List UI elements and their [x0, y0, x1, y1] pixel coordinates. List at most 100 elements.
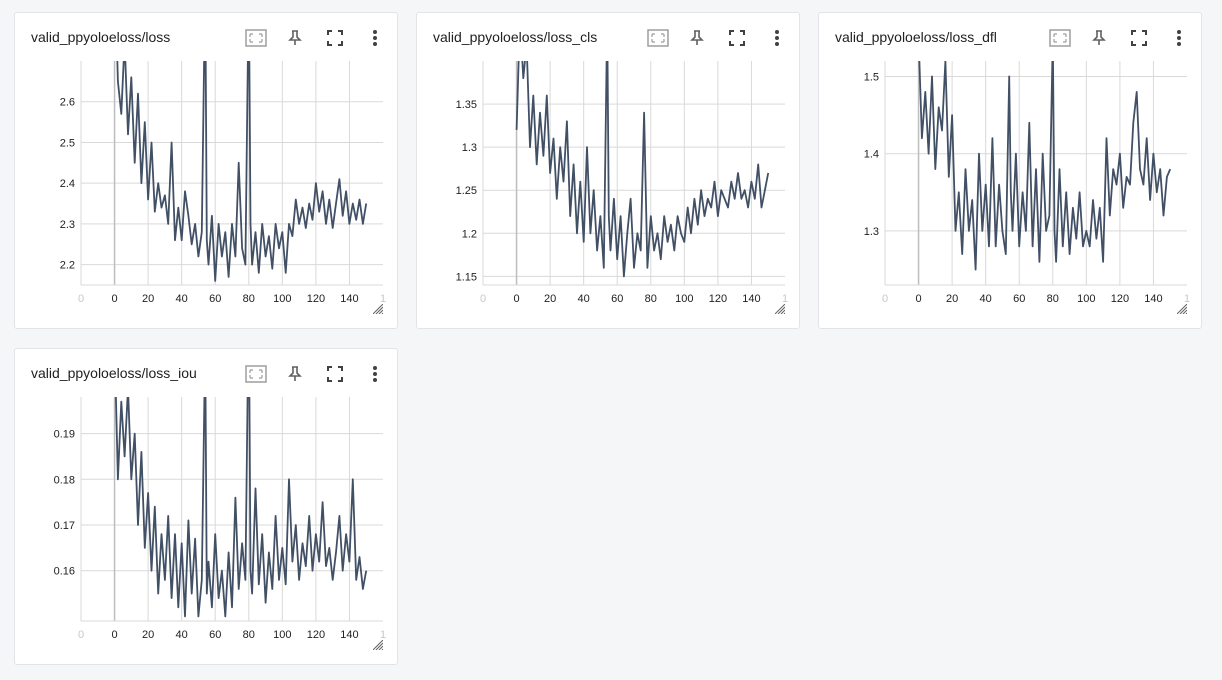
fit-domain-button[interactable] [244, 362, 268, 386]
y-tick-label: 2.6 [60, 97, 75, 109]
y-tick-label: 0.16 [54, 566, 75, 578]
x-tick-label: 20 [142, 293, 154, 305]
y-tick-label: 2.2 [60, 260, 75, 272]
pin-button[interactable] [283, 362, 307, 386]
x-tick-label: 140 [340, 629, 358, 641]
more-vert-icon [373, 366, 377, 382]
series-line [116, 61, 368, 282]
x-tick-label: 0 [78, 629, 84, 641]
x-tick-label: 120 [307, 629, 325, 641]
fit-domain-button[interactable] [1048, 26, 1072, 50]
more-options-button[interactable] [765, 26, 789, 50]
y-tick-label: 2.4 [60, 178, 75, 190]
resize-handle-icon[interactable] [1177, 304, 1187, 314]
card-title: valid_ppyoloeloss/loss_cls [433, 29, 598, 45]
x-tick-label: 120 [1111, 293, 1129, 305]
fit-domain-button[interactable] [244, 26, 268, 50]
x-tick-label: 0 [480, 293, 486, 305]
y-tick-label: 1.25 [456, 185, 477, 197]
fullscreen-button[interactable] [323, 362, 347, 386]
x-tick-label: 1 [380, 293, 386, 305]
scalar-card: valid_ppyoloeloss/loss_dfl 1.3 1.4 1.5 0 0 20… [818, 12, 1202, 329]
fullscreen-button[interactable] [323, 26, 347, 50]
fit-domain-icon [245, 29, 267, 47]
y-tick-label: 1.15 [456, 271, 477, 283]
x-tick-label: 100 [675, 293, 693, 305]
x-tick-label: 120 [709, 293, 727, 305]
x-tick-label: 60 [209, 293, 221, 305]
scalar-card: valid_ppyoloeloss/loss 2.2 2.3 2.4 2.5 2.6 0 0… [14, 12, 398, 329]
line-chart[interactable]: 1.3 1.4 1.5 0 0 20 40 60 80 100 120 140 1 [819, 13, 1203, 330]
x-tick-label: 20 [946, 293, 958, 305]
fit-domain-button[interactable] [646, 26, 670, 50]
card-title: valid_ppyoloeloss/loss_dfl [835, 29, 997, 45]
series-line [918, 61, 1172, 271]
x-tick-label: 0 [882, 293, 888, 305]
card-title: valid_ppyoloeloss/loss [31, 29, 171, 45]
pin-icon [288, 30, 302, 45]
x-tick-label: 60 [611, 293, 623, 305]
x-tick-label: 60 [1013, 293, 1025, 305]
x-tick-label: 20 [142, 629, 154, 641]
fullscreen-icon [729, 30, 745, 46]
fullscreen-icon [327, 366, 343, 382]
y-tick-label: 1.5 [864, 71, 879, 83]
x-tick-label: 40 [176, 293, 188, 305]
pin-icon [288, 366, 302, 381]
more-vert-icon [775, 30, 779, 46]
resize-handle-icon[interactable] [775, 304, 785, 314]
x-tick-label: 140 [1144, 293, 1162, 305]
x-tick-label: 100 [1077, 293, 1095, 305]
card-title: valid_ppyoloeloss/loss_iou [31, 365, 197, 381]
x-tick-label: 40 [176, 629, 188, 641]
scalar-card: valid_ppyoloeloss/loss_cls 1.15 1.2 1.25 1.… [416, 12, 800, 329]
more-vert-icon [373, 30, 377, 46]
pin-icon [690, 30, 704, 45]
y-tick-label: 1.2 [462, 228, 477, 240]
x-tick-label: 100 [273, 629, 291, 641]
x-tick-label: 80 [1047, 293, 1059, 305]
y-tick-label: 1.3 [864, 226, 879, 238]
pin-icon [1092, 30, 1106, 45]
resize-handle-icon[interactable] [373, 640, 383, 650]
x-tick-label: 40 [980, 293, 992, 305]
x-tick-label: 1 [380, 629, 386, 641]
x-tick-label: 1 [782, 293, 788, 305]
fullscreen-icon [1131, 30, 1147, 46]
x-tick-label: 80 [645, 293, 657, 305]
y-tick-label: 0.18 [54, 474, 75, 486]
fit-domain-icon [1049, 29, 1071, 47]
x-tick-label: 140 [340, 293, 358, 305]
resize-handle-icon[interactable] [373, 304, 383, 314]
x-tick-label: 100 [273, 293, 291, 305]
card-header: valid_ppyoloeloss/loss_dfl [819, 13, 1201, 61]
y-tick-label: 2.3 [60, 219, 75, 231]
line-chart[interactable]: 1.15 1.2 1.25 1.3 1.35 0 0 20 40 60 80 100 120 140 1 [417, 13, 801, 330]
more-options-button[interactable] [1167, 26, 1191, 50]
y-tick-label: 1.4 [864, 149, 879, 161]
fit-domain-icon [647, 29, 669, 47]
pin-button[interactable] [685, 26, 709, 50]
card-header: valid_ppyoloeloss/loss_cls [417, 13, 799, 61]
x-tick-label: 1 [1184, 293, 1190, 305]
fullscreen-button[interactable] [1127, 26, 1151, 50]
x-tick-label: 0 [513, 293, 519, 305]
more-options-button[interactable] [363, 362, 387, 386]
x-tick-label: 0 [111, 293, 117, 305]
series-line [515, 61, 770, 278]
y-tick-label: 0.17 [54, 520, 75, 532]
y-tick-label: 1.3 [462, 142, 477, 154]
x-tick-label: 20 [544, 293, 556, 305]
x-tick-label: 80 [243, 629, 255, 641]
x-tick-label: 0 [111, 629, 117, 641]
pin-button[interactable] [1087, 26, 1111, 50]
line-chart[interactable]: 0.16 0.17 0.18 0.19 0 0 20 40 60 80 100 120 140 1 [15, 349, 399, 666]
series-line [115, 397, 368, 618]
card-header: valid_ppyoloeloss/loss_iou [15, 349, 397, 397]
more-options-button[interactable] [363, 26, 387, 50]
pin-button[interactable] [283, 26, 307, 50]
x-tick-label: 0 [78, 293, 84, 305]
fullscreen-button[interactable] [725, 26, 749, 50]
x-tick-label: 60 [209, 629, 221, 641]
line-chart[interactable]: 2.2 2.3 2.4 2.5 2.6 0 0 20 40 60 80 100 120 140 1 [15, 13, 399, 330]
